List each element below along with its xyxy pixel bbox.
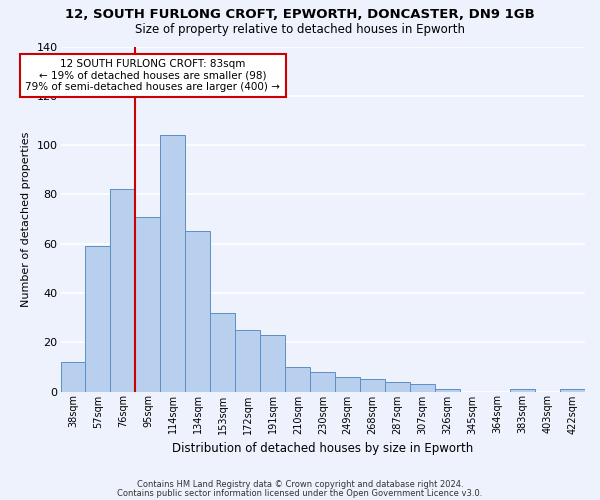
Text: 12 SOUTH FURLONG CROFT: 83sqm
← 19% of detached houses are smaller (98)
79% of s: 12 SOUTH FURLONG CROFT: 83sqm ← 19% of d… [25, 59, 280, 92]
Text: Contains public sector information licensed under the Open Government Licence v3: Contains public sector information licen… [118, 488, 482, 498]
Bar [160, 135, 185, 392]
Bar [435, 389, 460, 392]
X-axis label: Distribution of detached houses by size in Epworth: Distribution of detached houses by size … [172, 442, 473, 455]
Bar [360, 379, 385, 392]
Bar [110, 190, 136, 392]
Bar [85, 246, 110, 392]
Text: Contains HM Land Registry data © Crown copyright and database right 2024.: Contains HM Land Registry data © Crown c… [137, 480, 463, 489]
Y-axis label: Number of detached properties: Number of detached properties [21, 132, 31, 306]
Bar [510, 389, 535, 392]
Bar [560, 389, 585, 392]
Bar [185, 232, 211, 392]
Bar [385, 382, 410, 392]
Bar [136, 216, 160, 392]
Text: Size of property relative to detached houses in Epworth: Size of property relative to detached ho… [135, 22, 465, 36]
Bar [410, 384, 435, 392]
Bar [335, 376, 360, 392]
Bar [235, 330, 260, 392]
Bar [285, 367, 310, 392]
Bar [260, 335, 285, 392]
Text: 12, SOUTH FURLONG CROFT, EPWORTH, DONCASTER, DN9 1GB: 12, SOUTH FURLONG CROFT, EPWORTH, DONCAS… [65, 8, 535, 20]
Bar [211, 312, 235, 392]
Bar [61, 362, 85, 392]
Bar [310, 372, 335, 392]
